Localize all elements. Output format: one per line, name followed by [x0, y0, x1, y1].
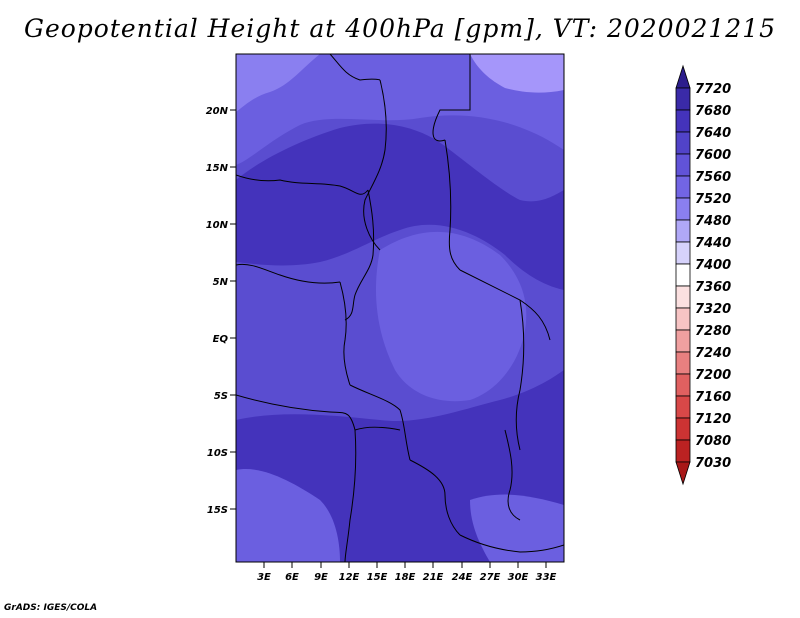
colorbar-swatch	[675, 87, 691, 111]
height-contour-southeast-light	[470, 494, 564, 562]
colorbar-label: 7680	[695, 104, 731, 119]
colorbar-swatch	[675, 131, 691, 155]
lat-tick-label: EQ	[213, 334, 229, 345]
colorbar-label: 7600	[695, 148, 731, 163]
lon-tick-label: 21E	[423, 572, 444, 583]
colorbar-label: 7640	[695, 126, 731, 141]
colorbar-label: 7360	[695, 280, 731, 295]
colorbar-swatch	[675, 219, 691, 243]
lon-tick-label: 15E	[367, 572, 388, 583]
grads-credit: GrADS: IGES/COLA	[4, 603, 98, 613]
lat-tick-label: 10S	[207, 448, 228, 459]
height-contour-southwest-light	[236, 469, 340, 562]
colorbar-label: 7320	[695, 302, 731, 317]
colorbar-swatch	[675, 395, 691, 419]
colorbar-swatch	[675, 307, 691, 331]
colorbar-swatch	[675, 175, 691, 199]
colorbar-swatch	[675, 109, 691, 133]
country-boundaries	[236, 54, 564, 562]
colorbar-swatch	[675, 417, 691, 441]
colorbar-label: 7440	[695, 236, 731, 251]
colorbar-swatch	[675, 351, 691, 375]
lat-tick-label: 15S	[207, 505, 228, 516]
map-title: Geopotential Height at 400hPa [gpm], VT:…	[23, 14, 777, 43]
lon-tick-label: 30E	[508, 572, 529, 583]
colorbar-top-arrow	[675, 64, 691, 89]
colorbar-swatch	[675, 263, 691, 287]
colorbar-swatch	[675, 329, 691, 353]
colorbar-label: 7240	[695, 346, 731, 361]
colorbar-label: 7480	[695, 214, 731, 229]
colorbar-label: 7400	[695, 258, 731, 273]
lon-tick-label: 18E	[395, 572, 416, 583]
colorbar-swatch	[675, 285, 691, 309]
colorbar-label: 7520	[695, 192, 731, 207]
lon-axis: 3E 6E 9E 12E 15E 18E 21E 24E 27E 30E 33E	[257, 562, 557, 583]
lat-tick-label: 20N	[206, 106, 229, 117]
colorbar-label: 7560	[695, 170, 731, 185]
lat-tick-label: 15N	[206, 163, 229, 174]
colorbar-bottom-arrow	[675, 461, 691, 486]
lat-tick-label: 5S	[214, 391, 228, 402]
colorbar-label: 7720	[695, 82, 731, 97]
colorbar: 7720 7680 7640 7600 7560 7520 7480 7440 7400 7360…	[675, 64, 731, 486]
height-contour-north-light	[236, 54, 564, 165]
height-contour-northwest-lighter	[236, 54, 320, 112]
colorbar-label: 7200	[695, 368, 731, 383]
colorbar-swatch	[675, 373, 691, 397]
lon-tick-label: 3E	[257, 572, 271, 583]
height-contour-northeast-lightest	[470, 54, 564, 93]
colorbar-label: 7080	[695, 434, 731, 449]
height-contour-central-light	[375, 231, 527, 402]
lat-axis: 20N 15N 10N 5N EQ 5S 10S 15S	[206, 106, 236, 516]
colorbar-label: 7120	[695, 412, 731, 427]
colorbar-swatch	[675, 153, 691, 177]
lon-tick-label: 27E	[480, 572, 501, 583]
colorbar-swatch	[675, 197, 691, 221]
map-frame	[235, 53, 565, 563]
lon-tick-label: 33E	[536, 572, 557, 583]
colorbar-label: 7030	[695, 456, 731, 471]
colorbar-swatch	[675, 241, 691, 265]
colorbar-label: 7160	[695, 390, 731, 405]
lat-tick-label: 5N	[213, 277, 229, 288]
height-contour-sahel-deep	[236, 123, 564, 290]
lon-tick-label: 12E	[339, 572, 360, 583]
colorbar-swatch	[675, 439, 691, 463]
lon-tick-label: 6E	[285, 572, 299, 583]
map-panel	[235, 53, 565, 563]
lat-tick-label: 10N	[206, 220, 229, 231]
lon-tick-label: 9E	[314, 572, 328, 583]
colorbar-label: 7280	[695, 324, 731, 339]
lon-tick-label: 24E	[452, 572, 473, 583]
